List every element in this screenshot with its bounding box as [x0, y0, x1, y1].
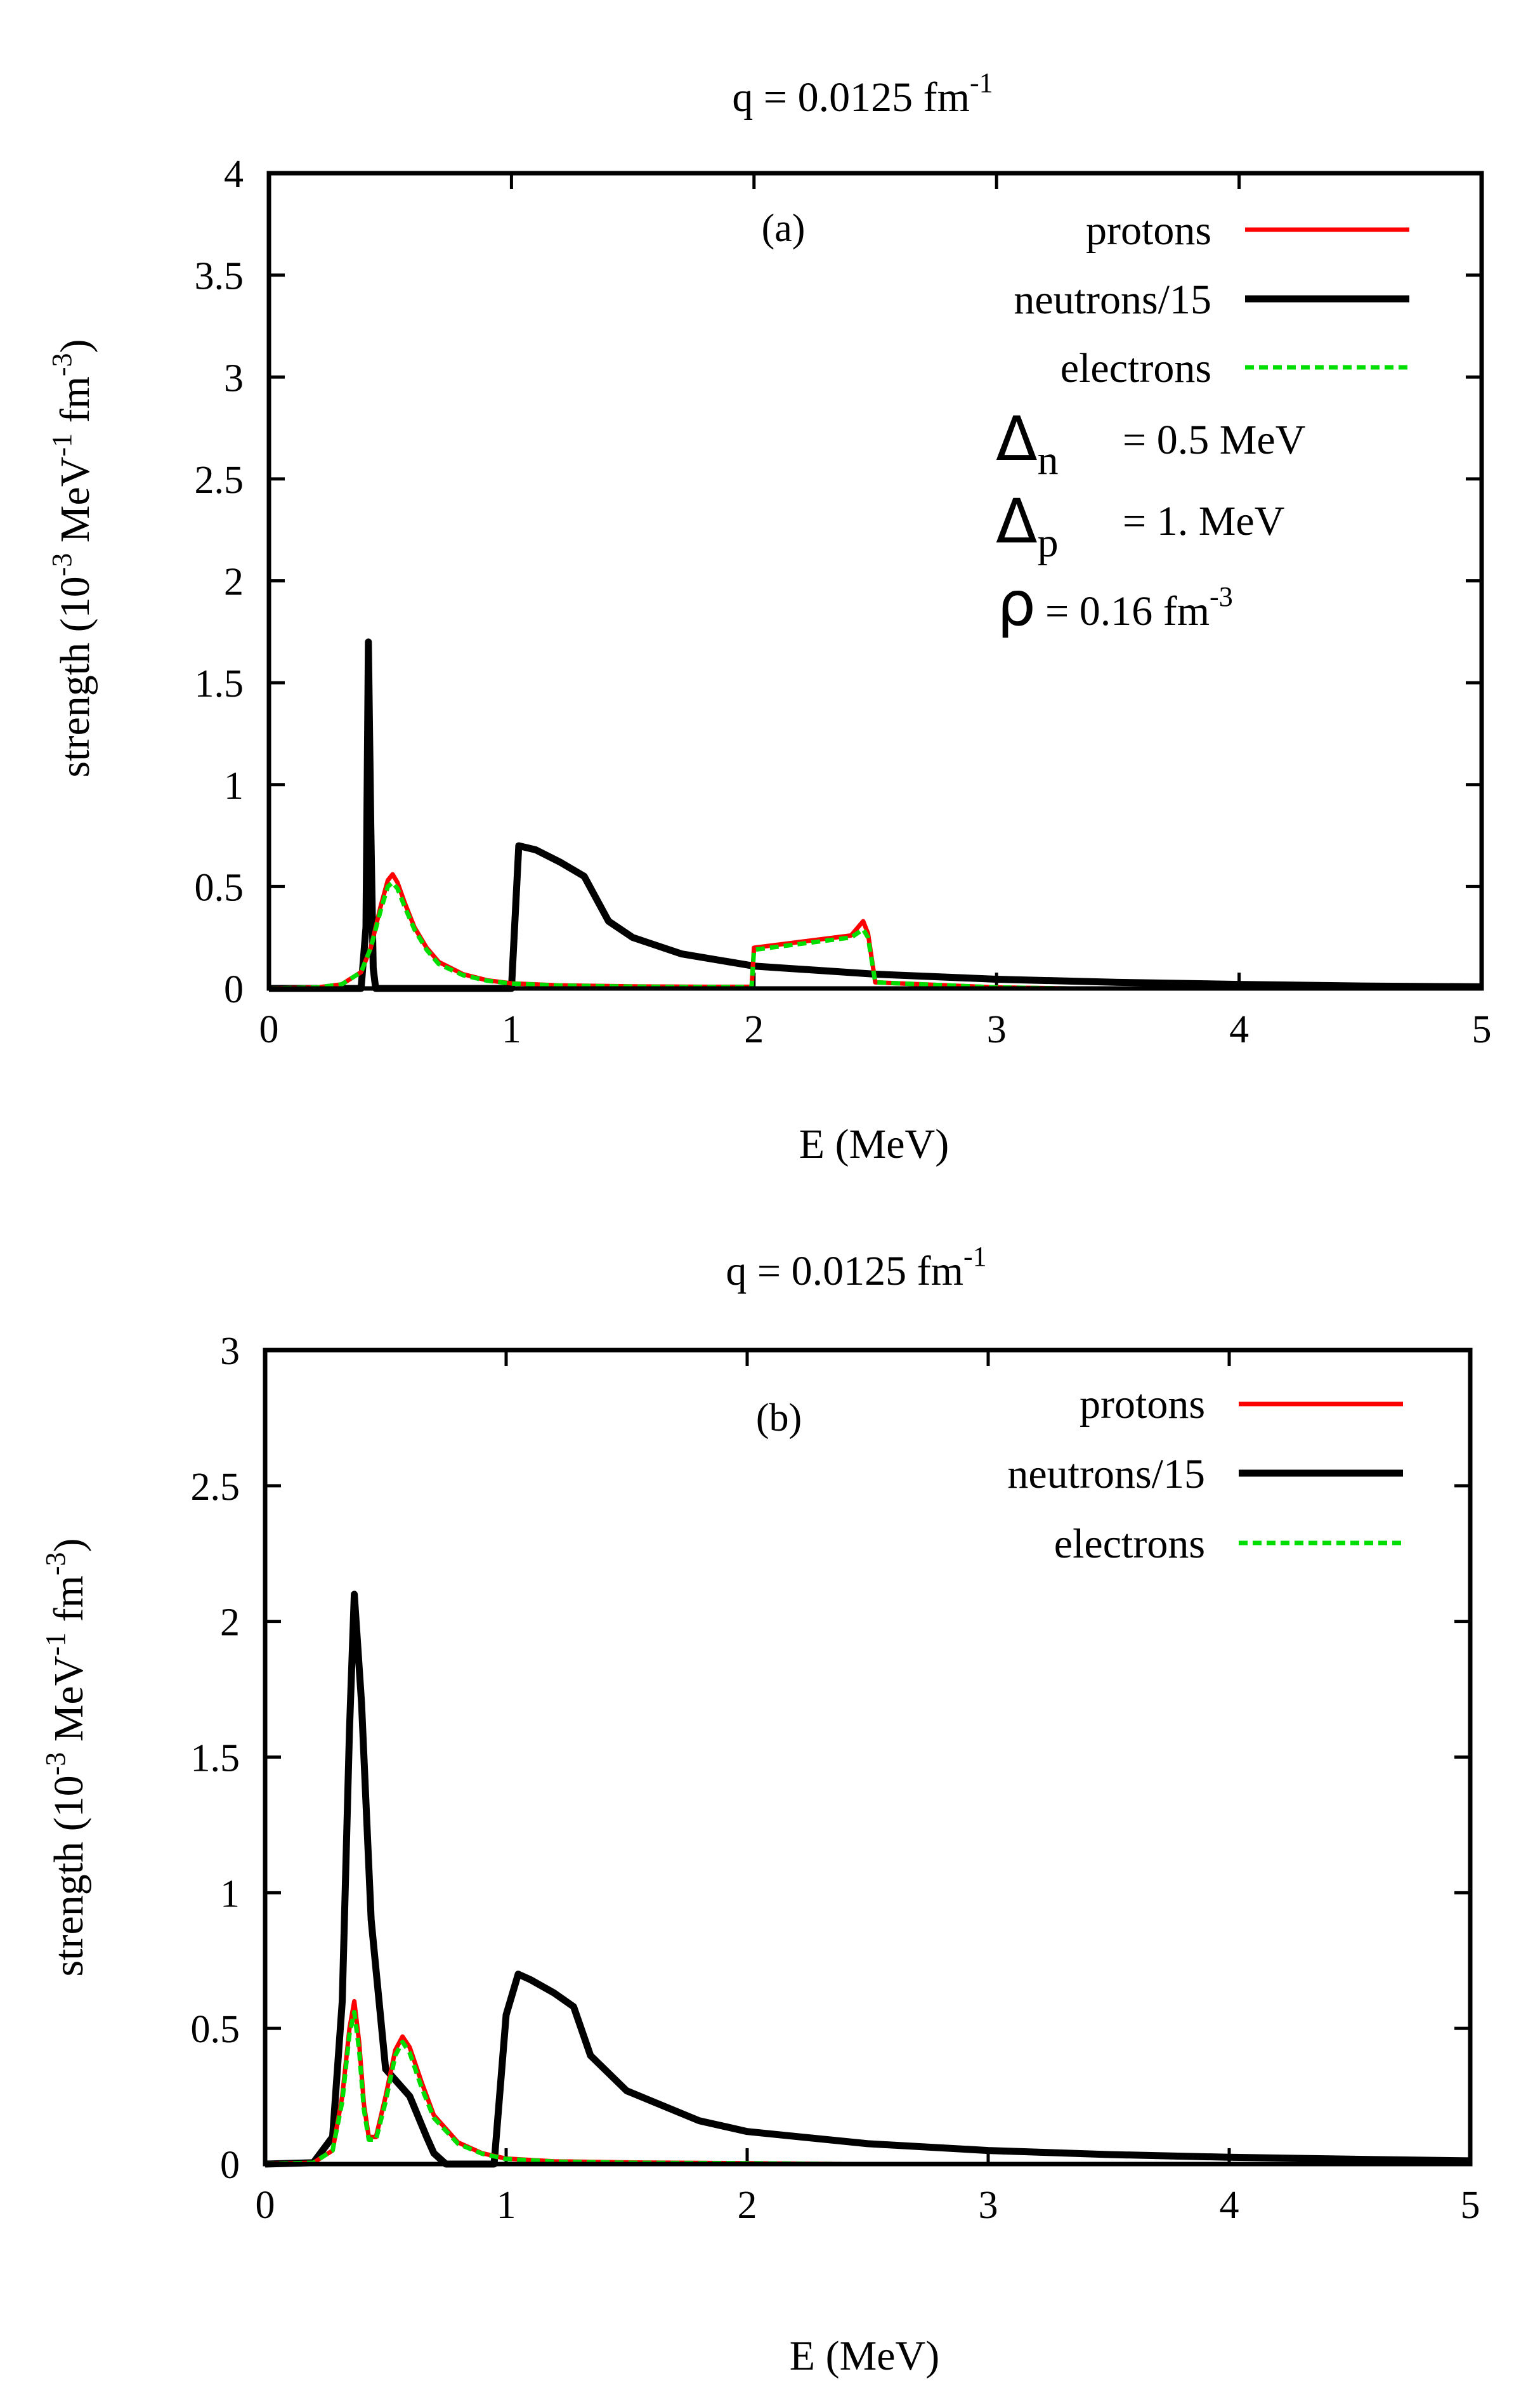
y-tick-label: 0.5	[191, 2008, 240, 2051]
annotation-rho: ρ	[997, 568, 1036, 640]
series-group-b	[264, 1591, 1471, 2168]
series-line-neutrons-15-b	[264, 1591, 1471, 2168]
series-line-electrons-b	[264, 2010, 844, 2167]
legend-b: protons neutrons/15 electrons	[1007, 1381, 1403, 1567]
x-tick-label: 0	[256, 2184, 275, 2227]
chart-title-b: q = 0.0125 fm-1	[726, 1241, 986, 1294]
y-axis-label-a: strength (10-3 MeV-1 fm-3)	[46, 339, 98, 777]
y-tick-label: 2	[224, 561, 244, 604]
y-tick-label: 1	[220, 1872, 240, 1915]
y-tick-label: 2.5	[195, 459, 244, 502]
y-tick-label: 3	[220, 1330, 240, 1373]
x-tick-label: 2	[738, 2184, 757, 2227]
panel-b: q = 0.0125 fm-1 0 1 2 3 4 5 0 0.5 1 1.5 2 2.5 3 str…	[40, 1241, 1480, 2379]
series-group-a	[268, 638, 1482, 992]
series-line-protons-a	[268, 872, 1069, 991]
x-tick-label: 1	[497, 2184, 516, 2227]
legend-label-neutrons-b: neutrons/15	[1007, 1451, 1205, 1497]
annotation-rho-value: = 0.16 fm-3	[1045, 581, 1233, 634]
y-tick-label: 3.5	[195, 255, 244, 298]
panel-label-b: (b)	[756, 1396, 802, 1440]
panel-label-a: (a)	[762, 207, 806, 250]
legend-label-neutrons-a: neutrons/15	[1014, 277, 1211, 323]
legend-label-electrons-b: electrons	[1054, 1521, 1205, 1567]
y-tick-label: 1.5	[195, 662, 244, 705]
x-tick-label: 5	[1472, 1008, 1492, 1051]
x-tick-label: 5	[1461, 2184, 1480, 2227]
y-tick-label: 0	[224, 968, 244, 1011]
y-axis-label-b: strength (10-3 MeV-1 fm-3)	[40, 1538, 92, 1976]
x-tick-label: 4	[1229, 1008, 1249, 1051]
x-tick-label: 2	[744, 1008, 764, 1051]
legend-label-electrons-a: electrons	[1060, 345, 1211, 391]
annotation-delta-n: Δn	[996, 404, 1059, 483]
legend-label-protons-b: protons	[1080, 1381, 1205, 1427]
y-tick-label: 1.5	[191, 1737, 240, 1780]
x-axis-label-a: E (MeV)	[799, 1121, 949, 1167]
legend-label-protons-a: protons	[1086, 207, 1211, 254]
x-tick-label: 3	[987, 1008, 1007, 1051]
x-tick-label: 1	[502, 1008, 521, 1051]
y-tick-label: 2	[220, 1601, 240, 1644]
chart-title-a: q = 0.0125 fm-1	[732, 67, 993, 121]
series-line-neutrons-15-a	[269, 638, 1482, 992]
plot-frame-a	[266, 171, 1484, 991]
x-tick-label: 0	[259, 1008, 279, 1051]
panel-a: q = 0.0125 fm-1 0 1 2 3 4 5 0 0.5 1 1.5 2 2.5 3 3.5 4…	[46, 67, 1492, 1167]
annotation-delta-n-value: = 0.5 MeV	[1123, 417, 1305, 463]
annotation-delta-p: Δp	[996, 486, 1059, 566]
x-axis-label-b: E (MeV)	[790, 2333, 939, 2379]
x-tick-label: 4	[1220, 2184, 1239, 2227]
y-tick-labels-b: 0 0.5 1 1.5 2 2.5 3	[191, 1330, 1470, 2187]
y-tick-label: 3	[224, 357, 244, 400]
y-tick-label: 2.5	[191, 1466, 240, 1509]
x-tick-label: 3	[979, 2184, 998, 2227]
y-tick-label: 4	[224, 153, 244, 196]
x-tick-labels-b: 0 1 2 3 4 5	[256, 1350, 1480, 2227]
y-tick-label: 1	[224, 764, 244, 808]
legend-a: protons neutrons/15 electrons	[1014, 207, 1409, 391]
plot-frame-b	[263, 1348, 1473, 2167]
annotation-delta-p-value: = 1. MeV	[1123, 498, 1284, 544]
y-tick-labels-a: 0 0.5 1 1.5 2 2.5 3 3.5 4	[195, 153, 1482, 1011]
annotations-a: Δn = 0.5 MeV Δp = 1. MeV ρ = 0.16 fm-3	[996, 404, 1305, 640]
x-tick-labels-a: 0 1 2 3 4 5	[259, 173, 1492, 1051]
y-tick-label: 0	[220, 2144, 240, 2187]
series-line-electrons-a	[268, 880, 1069, 991]
y-tick-label: 0.5	[195, 866, 244, 909]
